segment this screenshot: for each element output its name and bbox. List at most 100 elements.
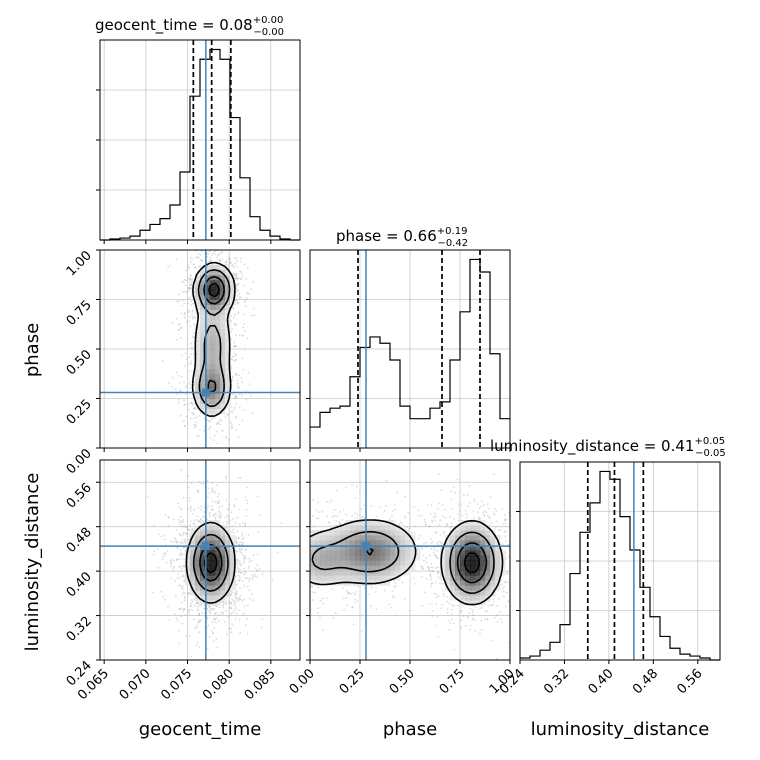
scatter-phase-vs-luminosity-distance-sample-point bbox=[450, 498, 453, 501]
scatter-geocent-time-vs-phase-sample-point bbox=[242, 326, 245, 329]
scatter-geocent-time-vs-luminosity-distance-sample-point bbox=[211, 632, 214, 635]
scatter-phase-vs-luminosity-distance-sample-point bbox=[404, 495, 407, 498]
scatter-geocent-time-vs-phase-sample-point bbox=[195, 256, 198, 259]
scatter-geocent-time-vs-phase-density-cell bbox=[220, 334, 226, 340]
scatter-phase-vs-luminosity-distance-sample-point bbox=[504, 530, 507, 532]
scatter-phase-vs-luminosity-distance-sample-point bbox=[303, 627, 305, 629]
scatter-phase-vs-luminosity-distance-sample-point bbox=[348, 591, 351, 594]
scatter-phase-vs-luminosity-distance-density-cell bbox=[465, 550, 471, 556]
scatter-geocent-time-vs-luminosity-distance-density-cell bbox=[210, 580, 216, 586]
scatter-geocent-time-vs-luminosity-distance-sample-point bbox=[218, 506, 221, 509]
scatter-geocent-time-vs-phase-density-cell bbox=[195, 329, 201, 335]
scatter-geocent-time-vs-phase-sample-point bbox=[199, 428, 201, 431]
scatter-phase-vs-luminosity-distance-sample-point bbox=[525, 599, 527, 601]
scatter-geocent-time-vs-luminosity-distance-sample-point bbox=[235, 539, 237, 542]
scatter-geocent-time-vs-phase-density-cell bbox=[200, 314, 206, 320]
scatter-geocent-time-vs-luminosity-distance-sample-point bbox=[179, 558, 182, 560]
scatter-phase-vs-luminosity-distance-density-cell bbox=[470, 585, 476, 591]
scatter-geocent-time-vs-luminosity-distance-density-cell bbox=[215, 545, 221, 551]
scatter-phase-vs-luminosity-distance-sample-point bbox=[304, 553, 306, 555]
scatter-phase-vs-luminosity-distance-sample-point bbox=[317, 586, 319, 589]
scatter-geocent-time-vs-phase-sample-point bbox=[220, 419, 223, 422]
scatter-geocent-time-vs-phase-density-cell bbox=[220, 339, 226, 345]
scatter-geocent-time-vs-luminosity-distance-sample-point bbox=[237, 477, 240, 479]
scatter-geocent-time-vs-luminosity-distance-sample-point bbox=[200, 505, 203, 508]
scatter-phase-vs-luminosity-distance-sample-point bbox=[385, 505, 388, 507]
scatter-phase-vs-luminosity-distance-sample-point bbox=[492, 512, 495, 515]
scatter-phase-vs-luminosity-distance-sample-point bbox=[511, 584, 513, 586]
scatter-geocent-time-vs-luminosity-distance-sample-point bbox=[180, 549, 183, 551]
scatter-phase-vs-luminosity-distance-sample-point bbox=[483, 509, 486, 512]
scatter-geocent-time-vs-luminosity-distance-sample-point bbox=[198, 603, 201, 606]
scatter-geocent-time-vs-phase-sample-point bbox=[208, 420, 211, 423]
scatter-geocent-time-vs-phase-sample-point bbox=[243, 408, 246, 411]
scatter-geocent-time-vs-luminosity-distance-sample-point bbox=[248, 567, 250, 569]
scatter-phase-vs-luminosity-distance-sample-point bbox=[436, 550, 439, 552]
scatter-geocent-time-vs-phase-sample-point bbox=[201, 260, 204, 263]
scatter-phase-vs-luminosity-distance-sample-point bbox=[294, 539, 296, 541]
scatter-geocent-time-vs-luminosity-distance-sample-point bbox=[243, 598, 245, 601]
scatter-geocent-time-vs-phase-contour-1 bbox=[197, 269, 231, 408]
scatter-geocent-time-vs-luminosity-distance-sample-point bbox=[236, 550, 239, 553]
scatter-geocent-time-vs-luminosity-distance-sample-point bbox=[245, 515, 248, 517]
scatter-phase-vs-luminosity-distance-density-cell bbox=[380, 545, 386, 551]
scatter-geocent-time-vs-luminosity-distance-density-cell bbox=[205, 595, 211, 601]
scatter-geocent-time-vs-luminosity-distance-sample-point bbox=[157, 567, 160, 569]
hist-luminosity-distance-histogram-step bbox=[520, 470, 720, 661]
scatter-phase-vs-luminosity-distance-sample-point bbox=[297, 550, 299, 552]
scatter-geocent-time-vs-luminosity-distance-density-cell bbox=[215, 520, 221, 526]
scatter-geocent-time-vs-luminosity-distance-density-cell bbox=[220, 570, 226, 576]
scatter-geocent-time-vs-phase-sample-point bbox=[225, 437, 228, 440]
scatter-geocent-time-vs-phase-sample-point bbox=[183, 399, 185, 402]
scatter-geocent-time-vs-phase-sample-point bbox=[248, 293, 251, 296]
scatter-geocent-time-vs-luminosity-distance-sample-point bbox=[187, 508, 190, 510]
scatter-phase-vs-luminosity-distance-sample-point bbox=[288, 494, 290, 496]
scatter-geocent-time-vs-phase-sample-point bbox=[233, 408, 236, 411]
scatter-geocent-time-vs-luminosity-distance-sample-point bbox=[247, 533, 250, 536]
scatter-geocent-time-vs-luminosity-distance-sample-point bbox=[241, 579, 244, 582]
scatter-phase-vs-luminosity-distance-sample-point bbox=[362, 516, 365, 519]
scatter-geocent-time-vs-phase-density-cell bbox=[195, 289, 201, 296]
scatter-geocent-time-vs-luminosity-distance-sample-point bbox=[247, 565, 250, 568]
scatter-geocent-time-vs-luminosity-distance-sample-point bbox=[241, 543, 244, 546]
scatter-geocent-time-vs-luminosity-distance-sample-point bbox=[246, 577, 249, 580]
scatter-geocent-time-vs-phase-sample-point bbox=[241, 394, 244, 397]
scatter-geocent-time-vs-phase-sample-point bbox=[238, 423, 241, 426]
scatter-phase-vs-luminosity-distance-sample-point bbox=[433, 554, 436, 557]
scatter-geocent-time-vs-phase-sample-point bbox=[232, 316, 235, 319]
scatter-geocent-time-vs-luminosity-distance-sample-point bbox=[253, 572, 256, 575]
scatter-phase-vs-luminosity-distance-sample-point bbox=[431, 582, 434, 585]
scatter-geocent-time-vs-phase-sample-point bbox=[211, 263, 214, 266]
scatter-geocent-time-vs-luminosity-distance-sample-point bbox=[244, 577, 247, 580]
scatter-geocent-time-vs-phase-sample-point bbox=[209, 259, 212, 261]
scatter-phase-vs-luminosity-distance-sample-point bbox=[429, 573, 432, 576]
scatter-geocent-time-vs-phase-sample-point bbox=[241, 380, 244, 383]
scatter-phase-vs-luminosity-distance-sample-point bbox=[423, 518, 426, 521]
scatter-phase-vs-luminosity-distance-density-cell bbox=[325, 570, 331, 576]
scatter-geocent-time-vs-phase-sample-point bbox=[229, 260, 232, 263]
scatter-phase-vs-luminosity-distance-sample-point bbox=[514, 488, 516, 490]
scatter-geocent-time-vs-luminosity-distance-sample-point bbox=[245, 557, 247, 560]
scatter-geocent-time-vs-phase-density-cell bbox=[210, 393, 216, 399]
scatter-phase-vs-luminosity-distance-sample-point bbox=[523, 611, 525, 613]
scatter-phase-vs-luminosity-distance-density-cell bbox=[360, 550, 366, 556]
scatter-phase-vs-luminosity-distance-sample-point bbox=[483, 514, 486, 517]
scatter-geocent-time-vs-phase-sample-point bbox=[216, 423, 219, 425]
scatter-geocent-time-vs-phase-sample-point bbox=[241, 357, 243, 360]
scatter-geocent-time-vs-luminosity-distance-sample-point bbox=[167, 605, 169, 608]
scatter-geocent-time-vs-luminosity-distance-sample-point bbox=[248, 577, 251, 580]
scatter-phase-vs-luminosity-distance-density-cell bbox=[485, 585, 491, 591]
scatter-geocent-time-vs-phase-density-cell bbox=[210, 344, 216, 350]
scatter-phase-vs-luminosity-distance-sample-point bbox=[506, 571, 509, 574]
scatter-geocent-time-vs-luminosity-distance-sample-point bbox=[211, 508, 213, 511]
scatter-phase-vs-luminosity-distance-density-cell bbox=[355, 575, 361, 581]
scatter-phase-vs-luminosity-distance-sample-point bbox=[281, 580, 283, 582]
scatter-phase-vs-luminosity-distance-density-cell bbox=[485, 570, 491, 576]
scatter-phase-vs-luminosity-distance-sample-point bbox=[516, 529, 518, 531]
scatter-geocent-time-vs-luminosity-distance-sample-point bbox=[242, 562, 245, 564]
scatter-geocent-time-vs-phase-density-cell bbox=[215, 398, 221, 404]
scatter-geocent-time-vs-phase-sample-point bbox=[230, 410, 232, 413]
scatter-phase-vs-luminosity-distance-density-cell bbox=[455, 590, 461, 596]
scatter-geocent-time-vs-phase-sample-point bbox=[193, 423, 195, 426]
scatter-geocent-time-vs-luminosity-distance-sample-point bbox=[193, 519, 196, 522]
